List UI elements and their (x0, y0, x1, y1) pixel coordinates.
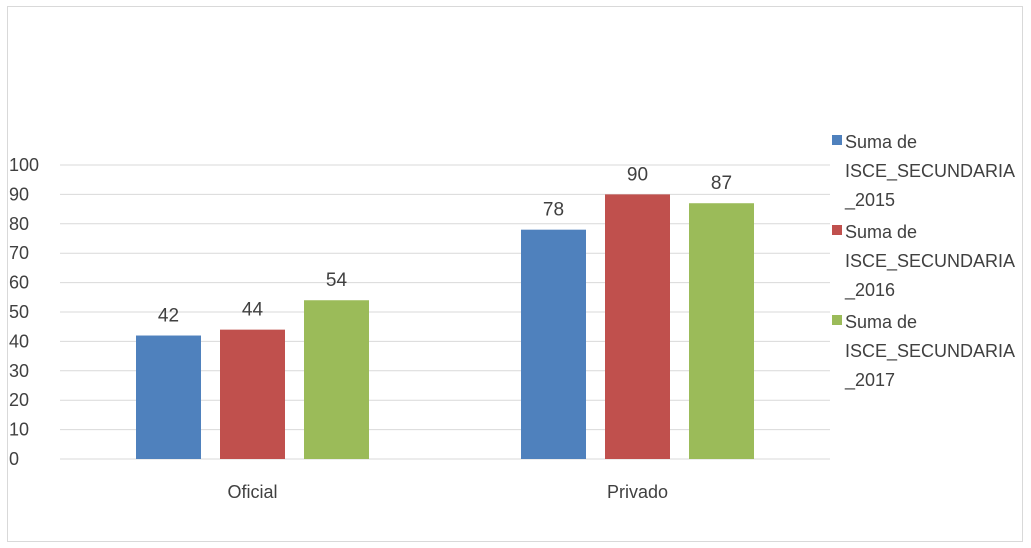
bar (521, 229, 586, 459)
legend-label-2015: Suma de ISCE_SECUNDARIA _2015 (845, 132, 1016, 210)
y-tick-label: 0 (9, 449, 19, 469)
bar (220, 329, 285, 459)
data-label: 54 (326, 270, 348, 291)
x-category-label: Privado (607, 482, 668, 502)
legend-item-2015: Suma de ISCE_SECUNDARIA _2015 (828, 128, 1028, 218)
y-tick-label: 90 (9, 184, 29, 204)
x-axis-category-labels: Oficial Privado (227, 482, 668, 502)
bar-series (136, 194, 754, 459)
bar (605, 194, 670, 459)
legend-swatch-2016 (832, 225, 842, 235)
legend-swatch-2015 (832, 135, 842, 145)
legend: Suma de ISCE_SECUNDARIA _2015 Suma de IS… (828, 128, 1028, 398)
y-tick-label: 70 (9, 243, 29, 263)
y-tick-label: 10 (9, 420, 29, 440)
y-tick-label: 40 (9, 331, 29, 351)
x-category-label: Oficial (227, 482, 277, 502)
data-labels: 42 44 54 78 90 87 (158, 164, 732, 326)
data-label: 44 (242, 300, 264, 321)
data-label: 78 (543, 200, 564, 221)
legend-item-2016: Suma de ISCE_SECUNDARIA _2016 (828, 218, 1028, 308)
y-tick-label: 100 (9, 155, 39, 175)
y-tick-label: 30 (9, 361, 29, 381)
bar (136, 335, 201, 459)
y-tick-label: 20 (9, 390, 29, 410)
legend-label-2017: Suma de ISCE_SECUNDARIA _2017 (845, 312, 1016, 390)
data-label: 90 (627, 164, 648, 185)
bar (304, 300, 369, 459)
y-tick-label: 50 (9, 302, 29, 322)
data-label: 87 (711, 173, 732, 194)
bar (689, 203, 754, 459)
legend-item-2017: Suma de ISCE_SECUNDARIA _2017 (828, 308, 1028, 398)
y-axis-tick-labels: 0 10 20 30 40 50 60 70 80 90 100 (9, 155, 39, 469)
legend-swatch-2017 (832, 315, 842, 325)
y-tick-label: 60 (9, 273, 29, 293)
legend-label-2016: Suma de ISCE_SECUNDARIA _2016 (845, 222, 1016, 300)
y-tick-label: 80 (9, 214, 29, 234)
data-label: 42 (158, 306, 179, 327)
